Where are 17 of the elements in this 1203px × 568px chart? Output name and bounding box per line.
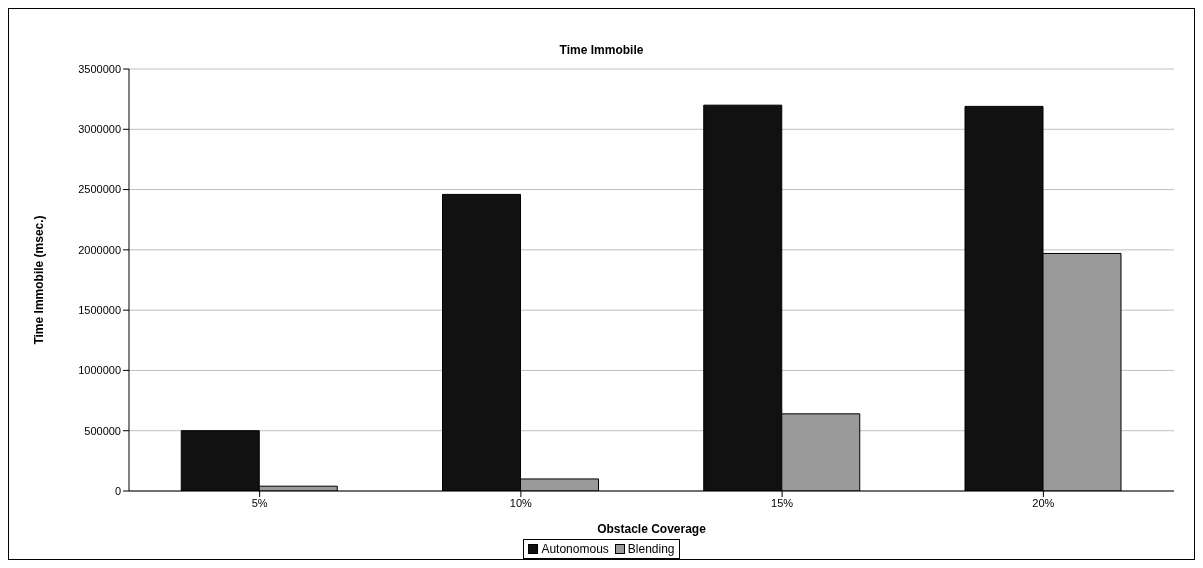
y-tick-label: 1500000 [78, 304, 121, 317]
y-axis-title: Time Immobile (msec.) [32, 215, 47, 345]
x-tick-label: 15% [771, 496, 794, 509]
y-tick-label: 2000000 [78, 243, 121, 256]
x-tick-label: 20% [1032, 496, 1055, 509]
x-axis-title: Obstacle Coverage [597, 522, 707, 536]
y-tick-label: 2500000 [78, 183, 121, 196]
y-tick-label: 3500000 [78, 62, 121, 75]
legend-label: Blending [626, 542, 675, 556]
chart-title: Time Immobile [558, 42, 645, 59]
y-tick-label: 500000 [84, 424, 121, 437]
x-tick-label: 10% [509, 496, 533, 509]
y-tick-label: 3000000 [78, 123, 121, 136]
legend-label: Autonomous [540, 542, 609, 556]
y-tick-label: 0 [114, 484, 121, 497]
x-tick-label: 5% [251, 496, 268, 509]
y-tick-label: 1000000 [78, 364, 121, 377]
